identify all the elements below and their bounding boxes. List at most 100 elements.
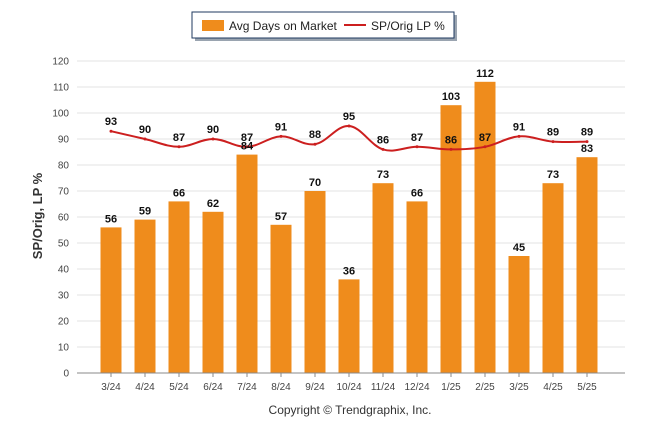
line-value-label: 87 bbox=[479, 132, 491, 144]
line-point bbox=[143, 137, 147, 141]
bar bbox=[474, 81, 496, 374]
x-tick-label: 2/25 bbox=[475, 382, 495, 393]
line-value-label: 90 bbox=[139, 124, 151, 136]
line-point bbox=[551, 140, 555, 144]
line-point bbox=[245, 145, 249, 149]
bar-value-label: 112 bbox=[476, 68, 494, 80]
bar-value-label: 62 bbox=[207, 198, 219, 210]
bar-value-label: 59 bbox=[139, 206, 151, 218]
x-tick-label: 1/25 bbox=[441, 382, 461, 393]
bar-value-label: 70 bbox=[309, 177, 321, 189]
bar bbox=[236, 154, 258, 373]
legend: Avg Days on Market SP/Orig LP % bbox=[191, 11, 457, 41]
gridlines bbox=[77, 60, 625, 348]
line-point bbox=[449, 147, 453, 151]
line-point bbox=[279, 134, 283, 138]
x-tick-label: 4/24 bbox=[135, 382, 155, 393]
line-series bbox=[109, 124, 589, 152]
y-tick-label: 60 bbox=[58, 213, 70, 224]
line-point bbox=[381, 147, 385, 151]
y-tick-label: 0 bbox=[63, 369, 69, 380]
line-value-label: 90 bbox=[207, 124, 219, 136]
bar bbox=[338, 279, 360, 373]
x-tick-label: 10/24 bbox=[336, 382, 361, 393]
x-tick-label: 5/25 bbox=[577, 382, 597, 393]
legend-swatch-days-on-market bbox=[202, 20, 224, 31]
bar-value-label: 103 bbox=[442, 91, 460, 103]
y-axis-label: SP/Orig, LP % bbox=[30, 172, 45, 259]
y-tick-label: 50 bbox=[58, 239, 70, 250]
bar-value-label: 56 bbox=[105, 213, 117, 225]
x-tick-label: 3/25 bbox=[509, 382, 529, 393]
bar-value-label: 83 bbox=[581, 143, 593, 155]
bar-value-label: 84 bbox=[241, 141, 254, 153]
y-axis-ticks: 0 10 20 30 40 50 60 70 80 90 100 110 120 bbox=[52, 57, 69, 380]
x-tick-label: 9/24 bbox=[305, 382, 325, 393]
y-tick-label: 70 bbox=[58, 187, 70, 198]
bar bbox=[576, 157, 598, 373]
line-point bbox=[517, 134, 521, 138]
x-tick-label: 12/24 bbox=[404, 382, 429, 393]
bar bbox=[542, 183, 564, 373]
line-point bbox=[585, 140, 589, 144]
line-value-label: 86 bbox=[377, 134, 389, 146]
bar-value-label: 66 bbox=[173, 187, 185, 199]
x-tick-label: 11/24 bbox=[371, 382, 396, 393]
x-tick-label: 6/24 bbox=[203, 382, 223, 393]
line-value-label: 91 bbox=[513, 121, 525, 133]
data-labels: 56 59 66 62 84 57 70 36 73 66 103 112 45 73 83 93 90 87 90… bbox=[105, 68, 593, 278]
bar-series bbox=[100, 81, 598, 374]
y-tick-label: 30 bbox=[58, 291, 70, 302]
y-tick-label: 80 bbox=[58, 161, 70, 172]
bar bbox=[304, 191, 326, 373]
line-value-label: 88 bbox=[309, 129, 321, 141]
legend-label-days-on-market: Avg Days on Market bbox=[229, 19, 337, 33]
legend-label-sp-orig-lp: SP/Orig LP % bbox=[371, 19, 445, 33]
line-point bbox=[347, 124, 351, 128]
x-tick-label: 4/25 bbox=[543, 382, 563, 393]
line-value-label: 91 bbox=[275, 121, 287, 133]
line-point bbox=[483, 145, 487, 149]
line-point bbox=[177, 145, 181, 149]
bar-value-label: 36 bbox=[343, 265, 355, 277]
line-value-label: 95 bbox=[343, 111, 355, 123]
y-tick-label: 20 bbox=[58, 317, 70, 328]
line-value-label: 89 bbox=[547, 127, 559, 139]
x-axis-ticks: 3/24 4/24 5/24 6/24 7/24 8/24 9/24 10/24 11/24 12… bbox=[101, 373, 597, 393]
y-tick-label: 110 bbox=[53, 83, 69, 94]
line-value-label: 86 bbox=[445, 134, 457, 146]
bar-value-label: 66 bbox=[411, 187, 423, 199]
line-value-label: 89 bbox=[581, 127, 593, 139]
x-tick-label: 3/24 bbox=[101, 382, 121, 393]
line-value-label: 93 bbox=[105, 116, 117, 128]
y-tick-label: 40 bbox=[58, 265, 70, 276]
bar bbox=[440, 105, 462, 373]
bar-value-label: 73 bbox=[377, 169, 389, 181]
line-point bbox=[109, 129, 113, 133]
bar bbox=[134, 219, 156, 373]
line-point bbox=[415, 145, 419, 149]
bar bbox=[508, 256, 530, 373]
bar bbox=[270, 224, 292, 373]
bar-value-label: 73 bbox=[547, 169, 559, 181]
x-tick-label: 5/24 bbox=[169, 382, 189, 393]
y-tick-label: 10 bbox=[58, 343, 70, 354]
line-point bbox=[211, 137, 215, 141]
line-value-label: 87 bbox=[173, 132, 185, 144]
y-tick-label: 120 bbox=[52, 57, 69, 68]
line-value-label: 87 bbox=[411, 132, 423, 144]
y-tick-label: 100 bbox=[52, 109, 69, 120]
bar bbox=[406, 201, 428, 373]
bar bbox=[100, 227, 122, 373]
bar bbox=[202, 211, 224, 373]
bar bbox=[168, 201, 190, 373]
bar bbox=[372, 183, 394, 373]
line-value-label: 87 bbox=[241, 132, 253, 144]
copyright-footer: Copyright © Trendgraphix, Inc. bbox=[269, 403, 432, 417]
line-point bbox=[313, 142, 317, 146]
x-tick-label: 8/24 bbox=[271, 382, 291, 393]
bar-value-label: 57 bbox=[275, 211, 287, 223]
y-tick-label: 90 bbox=[58, 135, 70, 146]
x-tick-label: 7/24 bbox=[237, 382, 257, 393]
